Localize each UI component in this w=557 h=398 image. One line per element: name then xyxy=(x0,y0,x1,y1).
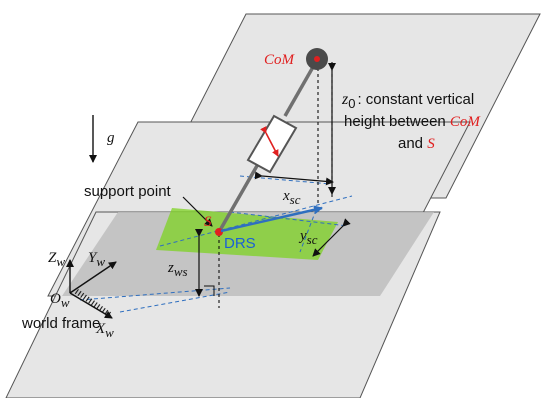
axis-x-label: Xw xyxy=(95,321,114,340)
ysc-label: ysc xyxy=(298,228,318,247)
support-point-label: support point xyxy=(84,183,172,200)
com-dot xyxy=(314,56,320,62)
ysc-arrow xyxy=(312,218,351,257)
com-label: CoM xyxy=(264,52,296,68)
z0-desc-line3: and S xyxy=(398,135,435,152)
origin-label: Ow xyxy=(50,291,70,310)
zws-right-angle xyxy=(204,285,215,296)
drs-vector xyxy=(220,205,323,233)
zws-label: zws xyxy=(167,260,188,279)
support-point-pointer xyxy=(182,196,213,227)
xsc-label: xsc xyxy=(282,188,301,207)
axis-y-label: Yw xyxy=(88,250,105,269)
world-frame-label: world frame xyxy=(21,315,100,332)
s-label: S xyxy=(204,214,212,230)
drs-label: DRS xyxy=(224,235,256,252)
xsc-arrow xyxy=(254,171,334,186)
gravity-label: g xyxy=(107,130,115,146)
axis-z-label: Zw xyxy=(48,250,65,269)
z0-label: z0: constant vertical xyxy=(341,91,474,111)
z0-desc-line2: height between CoM xyxy=(344,113,481,130)
ground-hatch xyxy=(74,289,112,318)
